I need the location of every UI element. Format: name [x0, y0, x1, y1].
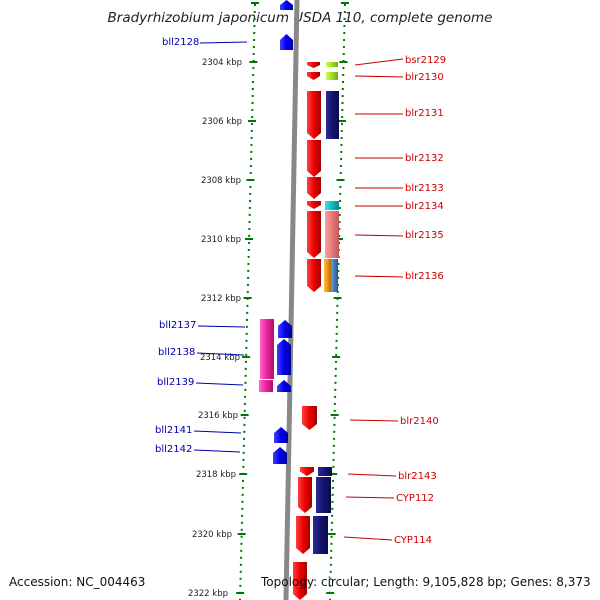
blr2133-feature[interactable] [307, 177, 321, 199]
left-guide-rail [239, 3, 256, 600]
bll2138-feature[interactable] [277, 339, 291, 375]
tick-label-2306: 2306 kbp [202, 117, 242, 127]
bll2142-feature[interactable] [273, 447, 287, 464]
gene-label-bll2137[interactable]: bll2137 [159, 320, 196, 331]
CYP114-cog[interactable] [313, 516, 328, 554]
blr2140-feature[interactable] [302, 406, 317, 430]
gene-label-blr2131[interactable]: blr2131 [405, 108, 444, 119]
bll2128-feature[interactable] [280, 34, 293, 50]
gene-label-CYP114[interactable]: CYP114 [394, 535, 432, 546]
gene-label-blr2130[interactable]: blr2130 [405, 72, 444, 83]
blr2143-cog[interactable] [318, 467, 332, 476]
tick-label-2322: 2322 kbp [188, 589, 228, 599]
forward-gene-labels: bsr2129 blr2130 blr2131 blr2132 blr2133 … [343, 55, 446, 546]
tick-label-2316: 2316 kbp [198, 411, 238, 421]
bsr2129-cog[interactable] [326, 62, 338, 67]
gene-features [259, 0, 339, 600]
blr2131-feature[interactable] [307, 91, 321, 139]
tick-label-2308: 2308 kbp [201, 176, 241, 186]
blr2131-cog[interactable] [326, 91, 339, 139]
bll2141-feature[interactable] [274, 427, 288, 443]
blr2136-feature[interactable] [307, 259, 321, 292]
blr2130-feature[interactable] [307, 72, 320, 80]
bll2137-cog[interactable] [260, 319, 274, 379]
tick-label-2312: 2312 kbp [201, 294, 241, 304]
tick-label-2314: 2314 kbp [200, 353, 240, 363]
gene-label-blr2133[interactable]: blr2133 [405, 183, 444, 194]
tick-label-2318: 2318 kbp [196, 470, 236, 480]
bll2139-feature[interactable] [277, 380, 291, 392]
bll2128-feature[interactable] [280, 0, 293, 10]
gene-label-bll2128[interactable]: bll2128 [162, 37, 199, 48]
blr2136-cog-b[interactable] [331, 259, 338, 292]
blr2134-feature[interactable] [307, 201, 321, 209]
CYP114-feature[interactable] [296, 516, 310, 554]
gene-label-bll2141[interactable]: bll2141 [155, 425, 192, 436]
gene-label-CYP112[interactable]: CYP112 [396, 493, 434, 504]
right-guide-rail [329, 3, 346, 600]
gene-label-bll2142[interactable]: bll2142 [155, 444, 192, 455]
bsr2129-feature[interactable] [307, 62, 320, 68]
scale-ticks [236, 2, 349, 594]
blr2135-cog[interactable] [325, 211, 339, 258]
gene-label-blr2136[interactable]: blr2136 [405, 271, 444, 282]
genome-summary-text: Topology: circular; Length: 9,105,828 bp… [261, 575, 591, 589]
tick-label-2310: 2310 kbp [201, 235, 241, 245]
blr2132-feature[interactable] [307, 140, 321, 177]
gene-label-blr2134[interactable]: blr2134 [405, 201, 444, 212]
CYP112-feature[interactable] [298, 477, 312, 513]
gene-label-bll2138[interactable]: bll2138 [158, 347, 195, 358]
downstream-feature[interactable] [293, 562, 307, 600]
blr2134-cog[interactable] [325, 201, 339, 210]
gene-label-bsr2129[interactable]: bsr2129 [405, 55, 446, 66]
blr2143-feature[interactable] [300, 467, 314, 476]
bll2137-feature[interactable] [278, 320, 292, 338]
reverse-gene-labels: bll2128 bll2137 bll2138 bll2139 bll2141 … [155, 37, 248, 455]
blr2130-cog[interactable] [326, 72, 338, 80]
accession-text: Accession: NC_004463 [9, 575, 146, 589]
tick-label-2304: 2304 kbp [202, 58, 242, 68]
blr2135-feature[interactable] [307, 211, 321, 258]
bll2139-cog[interactable] [259, 380, 273, 392]
gene-label-blr2143[interactable]: blr2143 [398, 471, 437, 482]
gene-label-blr2140[interactable]: blr2140 [400, 416, 439, 427]
gene-label-bll2139[interactable]: bll2139 [157, 377, 194, 388]
CYP112-cog[interactable] [316, 477, 331, 513]
genome-backbone [283, 0, 300, 600]
blr2136-cog-a[interactable] [324, 259, 331, 292]
map-title: Bradyrhizobium japonicum USDA 110, compl… [107, 10, 493, 26]
gene-label-blr2135[interactable]: blr2135 [405, 230, 444, 241]
tick-label-2320: 2320 kbp [192, 530, 232, 540]
gene-label-blr2132[interactable]: blr2132 [405, 153, 444, 164]
